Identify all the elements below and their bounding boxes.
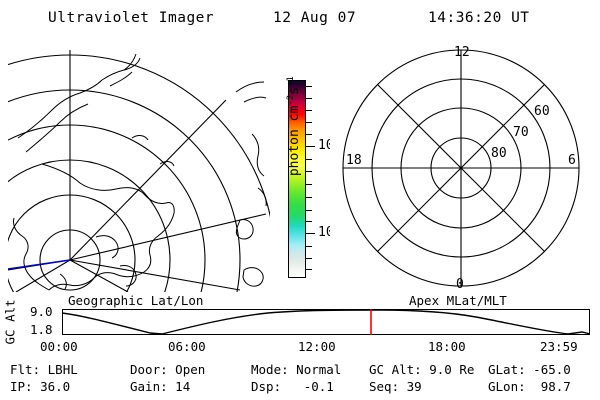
- mlt-axis-diagonal-b: [377, 84, 545, 252]
- mlat-label-80: 80: [491, 146, 507, 161]
- meridian-d: [69, 259, 241, 291]
- status-flight-value: LBHL: [47, 362, 78, 377]
- colorbar-minor-tick: [306, 210, 312, 211]
- mlt-label-0: 0: [456, 277, 464, 292]
- status-seq: Seq: 39: [369, 379, 422, 394]
- orbit-altitude-curve: [62, 310, 590, 334]
- altitude-plot-svg: [62, 309, 590, 335]
- status-seq-label: Seq:: [369, 379, 400, 394]
- status-ip-value: 36.0: [40, 379, 71, 394]
- colorbar-minor-tick: [306, 122, 312, 123]
- meridian-c: [69, 213, 267, 261]
- status-mode-label: Mode:: [251, 362, 289, 377]
- colorbar-minor-tick: [306, 171, 312, 172]
- status-mode: Mode: Normal: [251, 362, 341, 377]
- time-tick-2: 12:00: [298, 339, 336, 354]
- status-gcalt-label: GC Alt:: [369, 362, 422, 377]
- ground-track-line: [7, 259, 71, 270]
- colorbar-unit-exp1: -2: [285, 94, 296, 106]
- colorbar-minor-tick: [306, 221, 312, 222]
- status-ip-label: IP:: [10, 379, 33, 394]
- colorbar-minor-tick: [306, 86, 312, 87]
- status-gcalt: GC Alt: 9.0 Re: [369, 362, 474, 377]
- time-tick-1: 06:00: [168, 339, 206, 354]
- colorbar-tick-10: [306, 233, 315, 234]
- status-mode-value: Normal: [296, 362, 342, 377]
- time-tick-4: 23:59: [540, 339, 578, 354]
- status-dsp-value: -0.1: [303, 379, 334, 394]
- colorbar-unit-s: s: [287, 87, 303, 95]
- header-bar: Ultraviolet Imager 12 Aug 07 14:36:20 UT: [0, 8, 600, 32]
- altitude-axis-label: GC Alt: [2, 299, 18, 345]
- meridian-b: [69, 99, 227, 261]
- coastlines: [13, 53, 267, 291]
- status-glon-value: 98.7: [540, 379, 571, 394]
- mlt-label-12: 12: [454, 45, 470, 60]
- time-tick-3: 18:00: [428, 339, 466, 354]
- apex-polar-panel[interactable]: 12 18 6 0 60 70 80: [330, 42, 592, 292]
- colorbar-unit-exp2: -1: [285, 76, 296, 88]
- mlat-label-60: 60: [534, 104, 550, 119]
- colorbar-minor-tick: [306, 184, 312, 185]
- status-row-1: Flt: LBHL Door: Open Mode: Normal GC Alt…: [6, 362, 600, 378]
- status-row-2: IP: 36.0 Gain: 14 Dsp: -0.1 Seq: 39 GLon…: [6, 379, 600, 395]
- apex-panel-title: Apex MLat/MLT: [409, 293, 507, 308]
- status-seq-value: 39: [406, 379, 422, 394]
- status-flight: Flt: LBHL: [10, 362, 78, 377]
- mlt-label-6: 6: [568, 153, 576, 168]
- status-dsp-label: Dsp:: [251, 379, 282, 394]
- apex-polar-svg: 12 18 6 0 60 70 80: [330, 42, 592, 292]
- colorbar-minor-tick: [306, 98, 312, 99]
- status-glon: GLon: 98.7: [488, 379, 571, 394]
- page-title: Ultraviolet Imager: [48, 10, 215, 26]
- geographic-map-svg: [7, 42, 270, 292]
- status-glat-value: -65.0: [533, 362, 571, 377]
- colorbar-unit-text: photon cm: [287, 105, 303, 177]
- status-gain-label: Gain:: [130, 379, 168, 394]
- colorbar-gradient: [288, 80, 306, 278]
- time-axis: 00:00 06:00 12:00 18:00 23:59: [0, 339, 600, 355]
- colorbar-minor-tick: [306, 159, 312, 160]
- status-door-value: Open: [175, 362, 206, 377]
- status-glon-label: GLon:: [488, 379, 526, 394]
- colorbar-panel: 100 10 photon cm-2s-1: [270, 60, 341, 292]
- time-tick-0: 00:00: [40, 339, 78, 354]
- colorbar-label-10: 10: [318, 225, 334, 240]
- colorbar-minor-tick: [306, 246, 312, 247]
- colorbar-minor-tick: [306, 110, 312, 111]
- meridian-g: [15, 259, 71, 292]
- status-block: Flt: LBHL Door: Open Mode: Normal GC Alt…: [6, 362, 600, 396]
- altitude-tick-top: 9.0: [30, 304, 53, 319]
- status-dsp: Dsp: -0.1: [251, 379, 334, 394]
- geographic-image-panel[interactable]: [7, 42, 270, 292]
- status-gain-value: 14: [175, 379, 191, 394]
- meridian-f: [69, 259, 129, 292]
- observation-time: 14:36:20 UT: [428, 10, 530, 26]
- mlat-label-70: 70: [513, 125, 529, 140]
- colorbar-axis-label: photon cm-2s-1: [286, 56, 302, 196]
- status-gcalt-value: 9.0 Re: [429, 362, 475, 377]
- status-door-label: Door:: [130, 362, 168, 377]
- altitude-tick-bottom: 1.8: [30, 322, 53, 337]
- status-door: Door: Open: [130, 362, 205, 377]
- altitude-timeline-panel[interactable]: Geographic Lat/Lon Apex MLat/MLT GC Alt …: [0, 293, 600, 354]
- colorbar-minor-tick: [306, 197, 312, 198]
- geo-panel-title: Geographic Lat/Lon: [68, 293, 204, 308]
- observation-date: 12 Aug 07: [273, 10, 357, 26]
- mlt-label-18: 18: [346, 153, 362, 168]
- status-glat: GLat: -65.0: [488, 362, 571, 377]
- status-gain: Gain: 14: [130, 379, 190, 394]
- status-flight-label: Flt:: [10, 362, 41, 377]
- colorbar-tick-100: [306, 146, 315, 147]
- colorbar-minor-tick: [306, 269, 312, 270]
- colorbar-minor-tick: [306, 258, 312, 259]
- status-ip: IP: 36.0: [10, 379, 70, 394]
- status-glat-label: GLat:: [488, 362, 526, 377]
- colorbar-minor-tick: [306, 134, 312, 135]
